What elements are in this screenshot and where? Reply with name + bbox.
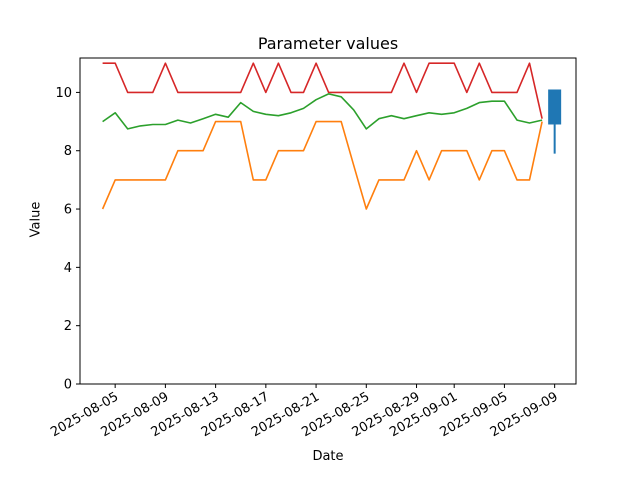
series-green-line — [102, 93, 543, 130]
y-tick-label: 8 — [64, 144, 72, 159]
candlestick-body — [548, 89, 562, 125]
chart-title: Parameter values — [257, 34, 399, 53]
y-axis-label: Value — [28, 201, 44, 238]
y-tick-label: 10 — [55, 86, 72, 101]
series-red-line — [102, 62, 543, 119]
y-tick-label: 6 — [64, 203, 72, 218]
series-orange-line — [101, 120, 543, 210]
plot-border — [79, 57, 577, 385]
y-tick-label: 0 — [64, 378, 72, 393]
y-tick-label: 2 — [64, 319, 72, 334]
y-tick-label: 4 — [64, 261, 72, 276]
x-axis-label: Date — [312, 449, 344, 464]
